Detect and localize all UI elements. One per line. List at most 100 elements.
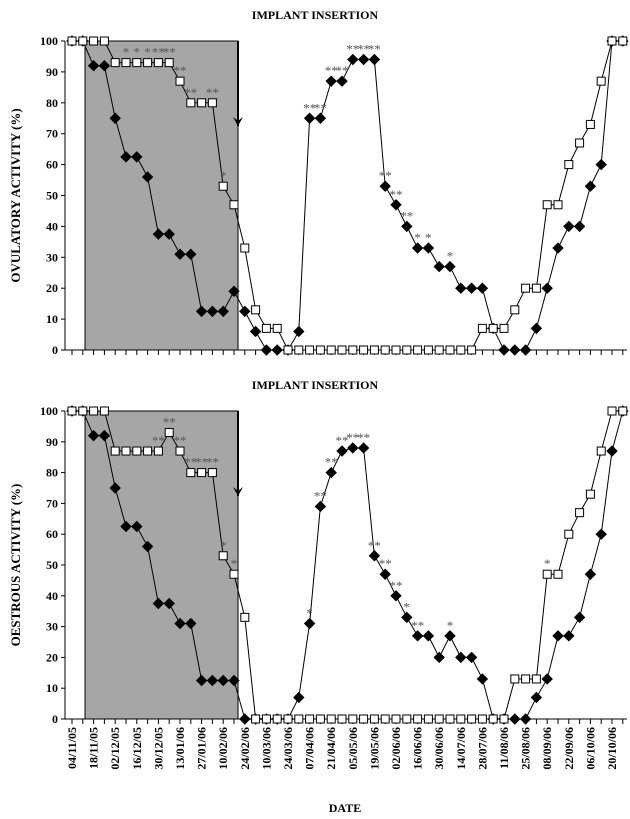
data-point — [152, 228, 165, 240]
data-point — [240, 612, 250, 622]
data-point — [261, 714, 271, 724]
data-point — [260, 344, 273, 356]
data-point — [563, 630, 575, 642]
significance-mark: * — [123, 45, 130, 60]
data-point — [271, 344, 283, 356]
x-axis-label: DATE — [329, 801, 361, 815]
data-point — [411, 242, 424, 254]
x-tick-label: 05/05/06 — [346, 727, 360, 770]
data-point — [89, 406, 99, 416]
data-point — [423, 714, 433, 724]
significance-mark: ** — [174, 433, 187, 448]
data-point — [607, 406, 617, 416]
significance-mark: ** — [325, 63, 338, 78]
x-tick-label: 06/10/06 — [583, 727, 597, 770]
data-point — [217, 674, 229, 687]
data-point — [519, 713, 532, 725]
data-point — [120, 520, 132, 533]
data-point — [541, 673, 553, 685]
data-point — [348, 714, 358, 724]
data-point — [347, 442, 359, 454]
data-point — [347, 53, 359, 66]
data-point — [315, 345, 325, 355]
data-point — [564, 529, 574, 539]
data-point — [499, 323, 509, 333]
data-point — [218, 551, 228, 561]
data-point — [477, 323, 487, 333]
data-point — [186, 98, 196, 108]
significance-mark: * — [404, 599, 411, 614]
x-tick-label: 10/02/06 — [216, 727, 230, 770]
significance-mark: ** — [314, 100, 327, 115]
data-point — [272, 323, 282, 333]
data-point — [456, 714, 466, 724]
data-point — [110, 446, 120, 456]
data-point — [391, 714, 401, 724]
data-point — [552, 242, 564, 254]
data-point — [521, 674, 531, 684]
x-tick-label: 20/10/06 — [605, 727, 619, 770]
significance-mark: * — [447, 249, 454, 264]
x-tick-label: 07/04/06 — [303, 727, 317, 770]
data-point — [303, 112, 316, 124]
data-point — [488, 323, 498, 333]
data-point — [163, 597, 175, 610]
data-point — [164, 428, 174, 438]
data-point — [217, 305, 229, 318]
y-tick-label: 80 — [46, 96, 58, 110]
x-tick-label: 02/06/06 — [389, 727, 403, 770]
x-tick-label: 24/03/06 — [281, 727, 295, 770]
data-point — [391, 345, 401, 355]
data-point — [325, 75, 337, 87]
data-point — [78, 36, 88, 46]
data-point — [132, 58, 142, 68]
data-point — [368, 53, 381, 66]
data-point — [499, 714, 509, 724]
y-tick-label: 20 — [46, 650, 58, 664]
data-point — [163, 228, 175, 240]
data-point — [433, 260, 445, 273]
data-point — [174, 617, 186, 630]
significance-mark: ** — [390, 578, 403, 593]
data-point — [553, 200, 563, 210]
y-tick-label: 100 — [40, 404, 58, 418]
significance-mark: * — [144, 45, 151, 60]
data-point — [153, 446, 163, 456]
data-point — [455, 282, 467, 294]
data-point — [283, 345, 293, 355]
significance-mark: ** — [357, 42, 370, 57]
data-point — [152, 597, 165, 610]
y-tick-label: 40 — [46, 219, 58, 233]
data-point — [294, 714, 304, 724]
significance-mark: ** — [184, 85, 197, 100]
significance-mark: ** — [368, 538, 381, 553]
data-point — [197, 98, 207, 108]
x-tick-label: 30/12/05 — [151, 727, 165, 770]
significance-mark: * — [231, 556, 238, 571]
data-point — [465, 651, 478, 664]
data-point — [467, 714, 477, 724]
data-point — [251, 714, 261, 724]
data-point — [229, 569, 239, 579]
x-tick-label: 08/09/06 — [540, 727, 554, 770]
chart-title: IMPLANT INSERTION — [252, 378, 379, 392]
x-tick-label: 30/06/06 — [432, 727, 446, 770]
data-point — [606, 445, 618, 457]
x-tick-label: 14/07/06 — [454, 727, 468, 770]
data-point — [519, 344, 532, 356]
data-point — [564, 160, 574, 170]
data-point — [413, 345, 423, 355]
data-point — [293, 691, 305, 704]
data-point — [509, 344, 521, 356]
significance-mark: * — [544, 556, 551, 571]
data-point — [401, 220, 413, 233]
data-point — [553, 569, 563, 579]
data-point — [132, 446, 142, 456]
data-point — [89, 36, 99, 46]
data-point — [585, 119, 595, 129]
significance-mark: ** — [346, 42, 359, 57]
significance-mark: * — [414, 230, 421, 245]
x-tick-label: 16/06/06 — [411, 727, 425, 770]
data-point — [239, 305, 251, 318]
data-point — [465, 282, 478, 294]
